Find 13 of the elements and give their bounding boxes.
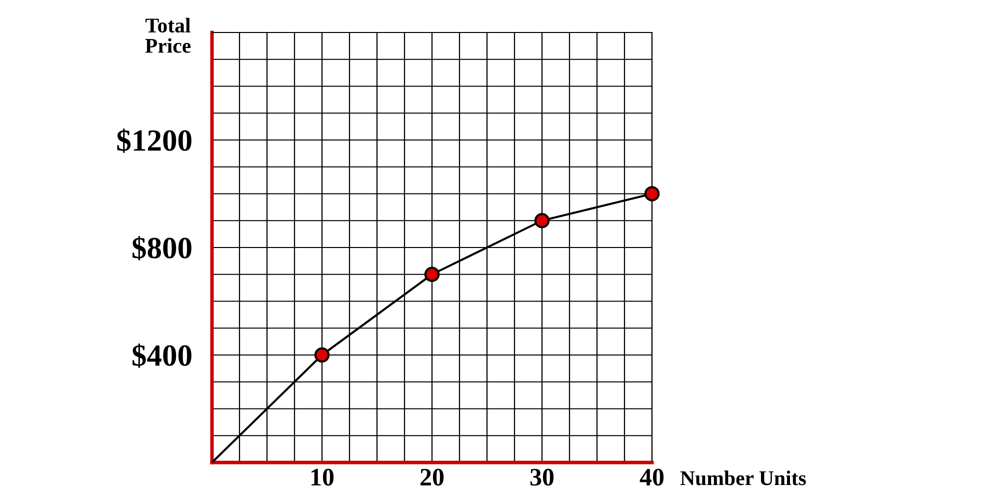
point bbox=[644, 186, 660, 202]
point bbox=[314, 347, 330, 363]
x-tick-label: 20 bbox=[420, 468, 444, 486]
x-tick-label: 40 bbox=[640, 468, 664, 486]
y-axis-title: Total Price bbox=[145, 18, 191, 53]
y-tick-label: $1200 bbox=[117, 128, 192, 153]
x-axis-title: Number Units bbox=[680, 470, 806, 486]
y-tick-label: $400 bbox=[132, 343, 192, 368]
point bbox=[424, 266, 440, 282]
y-tick-label: $800 bbox=[132, 236, 192, 260]
x-tick-label: 30 bbox=[530, 468, 554, 486]
point bbox=[534, 212, 550, 228]
x-tick-label: 10 bbox=[312, 468, 334, 486]
